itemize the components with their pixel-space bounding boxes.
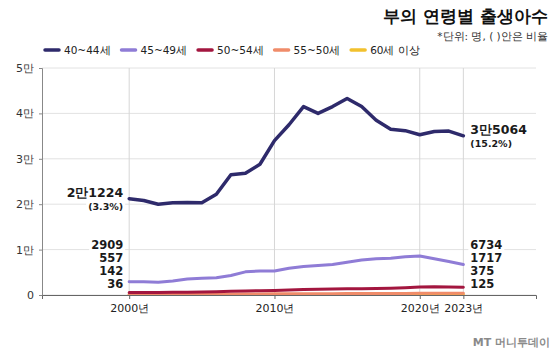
x-axis-line [43, 296, 537, 300]
legend-label: 40~44세 [64, 44, 111, 56]
y-grid-line [42, 113, 536, 114]
label-background [468, 137, 514, 150]
legend-swatch [351, 48, 365, 52]
value-label: 557 [99, 251, 123, 265]
y-axis-line [39, 69, 43, 296]
series-line [129, 287, 463, 293]
subtitle: *단위: 명, ( )안은 비율 [437, 30, 548, 42]
x-grid-line [129, 68, 130, 295]
legend-label: 45~49세 [141, 44, 188, 56]
y-tick-label: 2만 [16, 198, 34, 211]
y-tick: 5만 [16, 62, 42, 75]
y-grid-line [42, 68, 536, 69]
value-label: 2만1224 [67, 185, 124, 200]
lines [129, 98, 463, 294]
x-tick-mark [129, 295, 130, 299]
y-tick-mark [39, 250, 42, 251]
x-tick: 2000년 [110, 295, 149, 315]
x-grid-line [463, 68, 464, 295]
x-tick-mark [420, 295, 421, 299]
x-tick: 2020년 [401, 295, 440, 315]
y-tick-label: 4만 [16, 107, 34, 120]
y-axis: 0 1만 2만 3만 4만 5만 [16, 62, 43, 302]
x-tick-label: 2020년 [401, 302, 440, 315]
legend-label: 55~50세 [294, 44, 341, 56]
x-tick-label: 2010년 [255, 302, 294, 315]
legend-label: 60세 이상 [370, 44, 420, 56]
value-label: 125 [470, 277, 494, 291]
x-tick-label: 2023년 [444, 302, 483, 315]
share-label-group: (15.2%) [468, 137, 514, 150]
label-background [468, 276, 496, 292]
x-tick-label: 2000년 [110, 302, 149, 315]
series-line [129, 256, 463, 282]
grid [42, 68, 536, 295]
chart: 부의 연령별 출생아수 *단위: 명, ( )안은 비율 0 1만 2만 3만 4만 5만 20… [0, 0, 560, 354]
value-label: 375 [470, 264, 494, 278]
y-tick-mark [39, 68, 42, 69]
legend: 40~44세 45~49세 50~54세 55~50세 60세 이상 [45, 44, 420, 56]
y-tick: 2만 [16, 198, 42, 211]
share-label-group: (3.3%) [86, 200, 125, 213]
x-tick-mark [463, 295, 464, 299]
legend-swatch [45, 48, 59, 52]
value-label: 142 [99, 264, 123, 278]
legend-label: 50~54세 [217, 44, 264, 56]
label-background [468, 121, 529, 138]
legend-swatch [275, 48, 289, 52]
y-grid-line [42, 158, 536, 159]
value-labels: 2만1224(3.3%) 3만5064(15.2%) 2909 6734 557 1717… [65, 121, 529, 292]
value-label-group: 125 [468, 276, 496, 292]
legend-item: 40~44세 [45, 44, 111, 56]
legend-item: 60세 이상 [351, 44, 420, 56]
value-label: 36 [107, 277, 123, 291]
share-label: (15.2%) [470, 138, 512, 149]
value-label-group: 36 [105, 276, 125, 292]
label-background [105, 276, 125, 292]
y-tick-mark [39, 295, 42, 296]
x-tick: 2023년 [444, 295, 483, 315]
label-background [86, 200, 125, 213]
legend-swatch [122, 48, 136, 52]
x-axis: 2000년 2010년 2020년 2023년 [43, 295, 537, 315]
y-tick-label: 0 [27, 289, 34, 302]
title: 부의 연령별 출생아수 [383, 6, 548, 26]
series-line [129, 98, 463, 204]
label-background [65, 184, 126, 201]
y-tick: 0 [27, 289, 42, 302]
value-label: 2909 [91, 238, 123, 252]
legend-swatch [198, 48, 212, 52]
x-grid-line [274, 68, 275, 295]
legend-item: 55~50세 [275, 44, 341, 56]
y-tick-mark [39, 113, 42, 114]
share-label: (3.3%) [88, 201, 123, 212]
legend-item: 45~49세 [122, 44, 188, 56]
y-tick-label: 3만 [16, 153, 34, 166]
value-label-group: 2만1224 [65, 184, 126, 201]
value-label: 1717 [470, 251, 502, 265]
y-tick-label: 1만 [16, 244, 34, 257]
y-tick-label: 5만 [16, 62, 34, 75]
value-label-group: 3만5064 [468, 121, 529, 138]
source: MT 머니투데이 [473, 336, 550, 349]
y-tick-mark [39, 159, 42, 160]
x-tick-mark [274, 295, 275, 299]
y-tick-mark [39, 204, 42, 205]
y-tick: 4만 [16, 107, 42, 120]
value-label: 3만5064 [470, 122, 527, 137]
x-tick: 2010년 [255, 295, 294, 315]
value-label: 6734 [470, 238, 502, 252]
legend-item: 50~54세 [198, 44, 264, 56]
y-tick: 3만 [16, 153, 42, 166]
y-tick: 1만 [16, 244, 42, 257]
x-grid-line [419, 68, 420, 295]
